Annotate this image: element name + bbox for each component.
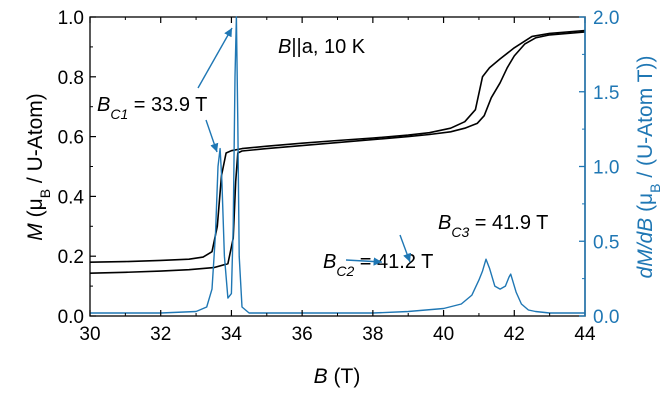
x-tick-label-1: 32 [150,324,171,345]
y-left-tick-label-4: 0.8 [58,68,84,89]
y-left-tick-label-1: 0.2 [58,247,84,268]
x-tick-label-2: 34 [221,324,243,345]
y-left-tick-label-0: 0.0 [58,307,84,328]
y-right-tick-label-3: 1.5 [593,83,619,104]
y-left-tick-label-5: 1.0 [58,8,84,29]
x-tick-label-6: 42 [504,324,525,345]
y-right-axis-title: dM/dB (μB / (U-Atom T)) [634,56,663,279]
arrow-bc3 [399,234,412,263]
y-left-axis-title: M (μB / U-Atom) [24,93,53,240]
y-right-tick-label-2: 1.0 [593,158,619,179]
annotation-bc2: BC2 = 41.2 T [323,251,433,279]
y-left-tick-label-2: 0.4 [58,187,85,208]
x-tick-label-5: 40 [433,324,454,345]
annotation-arrows [197,27,412,266]
arrow-bc2 [345,257,383,266]
y-left-tick-label-3: 0.6 [58,128,84,149]
y-right-tick-label-0: 0.0 [593,307,619,328]
y-left-axis-ticks: 0.0 0.2 0.4 0.6 0.8 1.0 [58,8,96,328]
arrow-bc1-upper [197,27,233,89]
y-right-axis-ticks: 0.0 0.5 1.0 1.5 2.0 [579,8,619,328]
x-tick-label-3: 36 [292,324,313,345]
x-axis-ticks: 30 32 34 36 38 40 42 44 [79,17,596,345]
annotation-bc1: BC1 = 33.9 T [97,94,207,122]
x-tick-label-0: 30 [79,324,100,345]
x-tick-label-7: 44 [574,324,596,345]
annotation-bc3: BC3 = 41.9 T [438,212,548,240]
y-right-tick-label-1: 0.5 [593,232,619,253]
arrow-bc1-lower [205,119,219,153]
series-line-1 [89,31,586,274]
x-tick-label-4: 38 [362,324,383,345]
x-axis-title: B (T) [314,365,361,388]
series-line-0 [89,29,586,263]
series-layer [89,16,586,314]
annotation-header: B||a, 10 K [278,36,366,58]
y-right-tick-label-4: 2.0 [593,8,619,29]
series-line-2 [90,16,585,314]
